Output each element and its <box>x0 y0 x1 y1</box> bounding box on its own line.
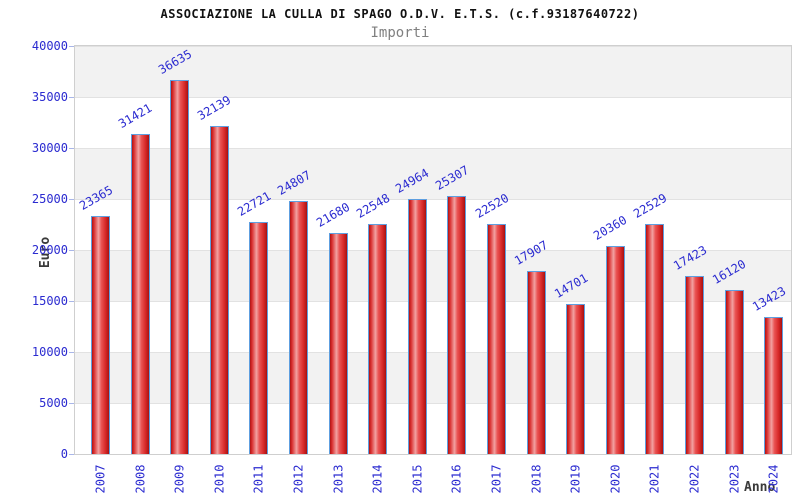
chart-subtitle: Importi <box>370 25 430 41</box>
y-axis-tick <box>69 351 74 353</box>
x-tick-label: 2009 <box>164 461 196 497</box>
bar-value-label: 22548 <box>353 190 392 221</box>
x-tick-label: 2023 <box>718 461 750 497</box>
bar-value-label: 24964 <box>393 165 432 196</box>
y-tick-label: 20000 <box>31 243 68 257</box>
bar-value-label: 17907 <box>512 237 551 268</box>
x-tick-label: 2020 <box>599 461 631 497</box>
y-tick-label: 0 <box>60 447 68 461</box>
bar <box>764 317 784 454</box>
x-tick-label-text: 2014 <box>370 464 385 494</box>
chart-title: ASSOCIAZIONE LA CULLA DI SPAGO O.D.V. E.… <box>160 7 640 21</box>
x-tick-label-text: 2016 <box>449 464 464 494</box>
x-tick-label: 2012 <box>283 461 315 497</box>
bar <box>447 196 467 454</box>
y-tick-label: 25000 <box>31 192 68 206</box>
bar <box>526 271 546 454</box>
bar-value-label: 22520 <box>472 190 511 221</box>
x-tick-label: 2014 <box>362 461 394 497</box>
bar <box>328 233 348 454</box>
y-tick-label: 30000 <box>31 141 68 155</box>
bar <box>368 224 388 454</box>
x-tick-label: 2021 <box>639 461 671 497</box>
x-tick-label-text: 2015 <box>410 464 425 494</box>
bar-value-label: 31421 <box>116 100 155 131</box>
x-tick-label-text: 2011 <box>251 464 266 494</box>
x-axis-title: Anno <box>744 480 776 495</box>
y-tick-label: 40000 <box>31 39 68 53</box>
y-tick-label: 10000 <box>31 345 68 359</box>
bar <box>566 304 586 454</box>
x-tick-label-text: 2013 <box>331 464 346 494</box>
y-axis-tick <box>69 147 74 149</box>
x-tick-label-text: 2010 <box>212 464 227 494</box>
bar-value-label: 13423 <box>749 283 788 314</box>
y-axis-tick <box>69 453 74 455</box>
bar-value-label: 32139 <box>195 92 234 123</box>
x-tick-label-text: 2017 <box>489 464 504 494</box>
bar <box>249 222 269 454</box>
x-tick-label: 2007 <box>85 461 117 497</box>
x-tick-label-text: 2008 <box>133 464 148 494</box>
bar <box>91 216 110 454</box>
x-tick-label: 2015 <box>401 461 433 497</box>
bar <box>685 276 704 454</box>
bar-value-label: 20360 <box>591 212 630 243</box>
bar <box>407 199 427 454</box>
bar <box>170 80 190 454</box>
x-tick-label-text: 2024 <box>766 464 781 494</box>
bar-value-label: 23365 <box>76 182 115 213</box>
x-tick-label: 2008 <box>124 461 156 497</box>
x-tick-label: 2016 <box>441 461 473 497</box>
y-axis-tick <box>69 198 74 200</box>
y-tick-label: 35000 <box>31 90 68 104</box>
x-tick-label: 2010 <box>203 461 235 497</box>
x-tick-label-text: 2018 <box>529 464 544 494</box>
x-tick-label-text: 2022 <box>687 464 702 494</box>
y-axis-tick <box>69 249 74 251</box>
bar <box>130 134 150 454</box>
x-tick-label-text: 2009 <box>172 464 187 494</box>
bar <box>645 224 665 454</box>
y-axis-tick <box>69 45 74 47</box>
bar-value-label: 16120 <box>710 256 749 287</box>
bar <box>487 224 506 454</box>
x-tick-label: 2013 <box>322 461 354 497</box>
x-tick-label: 2011 <box>243 461 275 497</box>
x-tick-label-text: 2020 <box>608 464 623 494</box>
x-tick-label: 2017 <box>481 461 513 497</box>
bar <box>724 290 744 454</box>
bar-value-label: 36635 <box>155 46 194 77</box>
y-tick-label: 5000 <box>39 396 68 410</box>
y-axis-tick <box>69 402 74 404</box>
y-axis-tick <box>69 300 74 302</box>
x-tick-label-text: 2021 <box>647 464 662 494</box>
bar <box>209 126 229 454</box>
x-tick-label-text: 2007 <box>93 464 108 494</box>
x-tick-label: 2019 <box>560 461 592 497</box>
bar-value-label: 17423 <box>670 242 709 273</box>
x-tick-label-text: 2023 <box>727 464 742 494</box>
y-tick-label: 15000 <box>31 294 68 308</box>
plot-area: 23365 31421 36635 32139 22721 24807 21680 22548… <box>74 45 792 455</box>
x-tick-label: 2018 <box>520 461 552 497</box>
y-axis-tick <box>69 96 74 98</box>
bar-value-label: 22529 <box>630 190 670 221</box>
bar <box>289 201 308 454</box>
x-tick-label: 2024 <box>758 461 790 497</box>
bar-value-label: 21680 <box>314 199 353 230</box>
x-tick-label-text: 2019 <box>568 464 583 494</box>
bar-value-label: 22721 <box>234 188 274 219</box>
x-tick-label: 2022 <box>679 461 711 497</box>
x-tick-label-text: 2012 <box>291 464 306 494</box>
bar-value-label: 25307 <box>432 162 472 193</box>
bar-value-label: 14701 <box>551 270 590 301</box>
bar-value-label: 24807 <box>274 167 313 198</box>
bar <box>605 246 625 454</box>
